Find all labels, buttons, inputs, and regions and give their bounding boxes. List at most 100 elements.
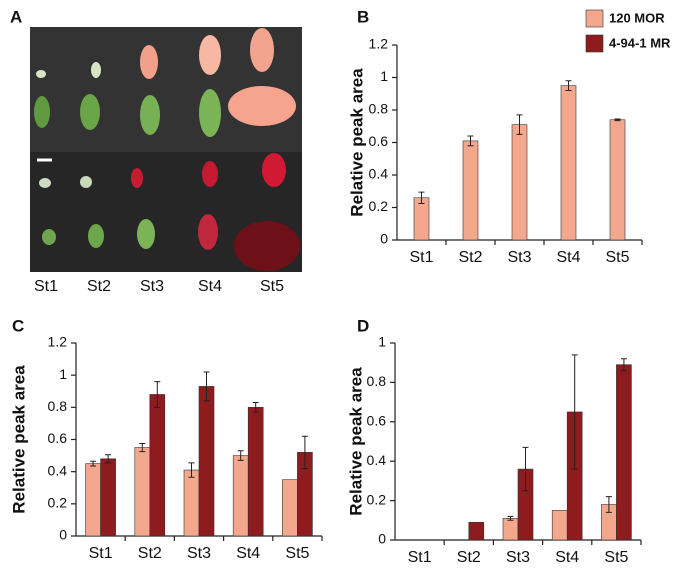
petal: [250, 28, 274, 72]
error-bar: [571, 354, 578, 470]
error-bar: [188, 462, 195, 478]
panel-letter: B: [357, 7, 369, 26]
x-tick-label: St4: [236, 545, 260, 562]
y-tick-label: 0.2: [48, 495, 68, 511]
error-bar: [418, 191, 425, 204]
petal: [202, 161, 218, 187]
error-bar: [237, 450, 244, 461]
bar: [232, 455, 249, 537]
bud: [198, 214, 218, 250]
error-bar: [203, 371, 210, 402]
bar: [100, 458, 116, 537]
x-tick-label: St1: [89, 545, 113, 562]
bar: [149, 394, 166, 537]
y-tick-label: 0: [380, 231, 388, 247]
y-tick-label: 0.2: [369, 198, 389, 214]
error-bar: [105, 454, 112, 464]
bar: [282, 479, 298, 537]
error-bar: [516, 114, 523, 135]
bud: [199, 89, 221, 137]
x-tick-label: St3: [187, 545, 211, 562]
error-bar: [507, 515, 514, 521]
error-bar: [620, 358, 627, 372]
error-bar: [90, 460, 97, 467]
panel-letter: A: [10, 7, 22, 26]
bar: [462, 140, 479, 241]
bud: [80, 94, 100, 130]
photo: A: [10, 7, 302, 272]
bar: [616, 364, 632, 541]
x-tick-label: St1: [408, 549, 432, 566]
x-tick-label: St3: [507, 249, 531, 266]
error-bar: [467, 135, 474, 147]
error-bar: [139, 443, 146, 453]
error-bar: [301, 435, 308, 469]
error-bar: [522, 446, 529, 492]
bar: [511, 124, 528, 241]
bud: [88, 224, 104, 248]
y-tick-label: 0.2: [367, 491, 387, 507]
x-tick-label: St4: [556, 249, 580, 266]
y-axis-label: Relative peak area: [346, 367, 365, 516]
y-tick-label: 1.2: [48, 334, 68, 350]
x-tick-label: St2: [457, 549, 481, 566]
petal: [262, 153, 286, 187]
petal: [199, 35, 221, 75]
bud: [137, 219, 155, 249]
bar: [134, 447, 151, 537]
x-tick-label: St5: [605, 249, 629, 266]
y-axis-label: Relative peak area: [347, 68, 366, 217]
y-tick-label: 0.8: [367, 373, 387, 389]
bar: [85, 463, 101, 537]
x-tick-label: St5: [285, 545, 309, 562]
legend-label: 4-94-1 MR: [609, 35, 671, 50]
flower: [234, 221, 300, 271]
error-bar: [154, 381, 161, 408]
petal: [80, 176, 92, 188]
y-tick-label: 1: [380, 68, 388, 84]
bar: [551, 510, 568, 541]
error-bar: [605, 496, 612, 513]
y-tick-label: 0.4: [369, 166, 389, 182]
y-tick-label: 0: [59, 527, 67, 543]
bud: [140, 95, 160, 135]
y-tick-label: 0.8: [48, 398, 68, 414]
x-tick-label: St4: [555, 549, 579, 566]
stage-label: St5: [260, 278, 284, 295]
petal: [131, 168, 143, 188]
bar: [198, 386, 215, 537]
bar: [247, 407, 264, 537]
y-tick-label: 0.6: [367, 413, 387, 429]
bar: [502, 518, 519, 541]
error-bar: [614, 118, 621, 122]
stage-label: St2: [87, 278, 111, 295]
bud: [34, 96, 50, 128]
error-bar: [252, 402, 259, 413]
petal: [140, 45, 158, 79]
bar: [183, 469, 200, 537]
y-axis-label: Relative peak area: [9, 365, 28, 514]
stage-label: St4: [198, 278, 222, 295]
legend-label: 120 MOR: [609, 10, 665, 25]
bar: [609, 119, 626, 241]
petal: [91, 62, 101, 78]
y-tick-label: 0.6: [369, 133, 389, 149]
panel-letter: C: [12, 316, 24, 335]
y-tick-label: 1.2: [369, 36, 389, 52]
stage-label: St3: [140, 278, 164, 295]
y-tick-label: 1: [59, 366, 67, 382]
bar: [468, 521, 485, 541]
legend-swatch: [585, 9, 604, 28]
y-tick-label: 0.4: [48, 462, 68, 478]
x-tick-label: St1: [409, 249, 433, 266]
x-tick-label: St5: [604, 549, 628, 566]
bar: [413, 197, 430, 241]
y-tick-label: 1: [378, 334, 386, 350]
x-tick-label: St2: [458, 249, 482, 266]
bud: [42, 229, 56, 245]
petal: [36, 70, 46, 78]
panel-letter: D: [357, 316, 369, 335]
legend-swatch: [585, 34, 604, 53]
x-tick-label: St3: [506, 549, 530, 566]
